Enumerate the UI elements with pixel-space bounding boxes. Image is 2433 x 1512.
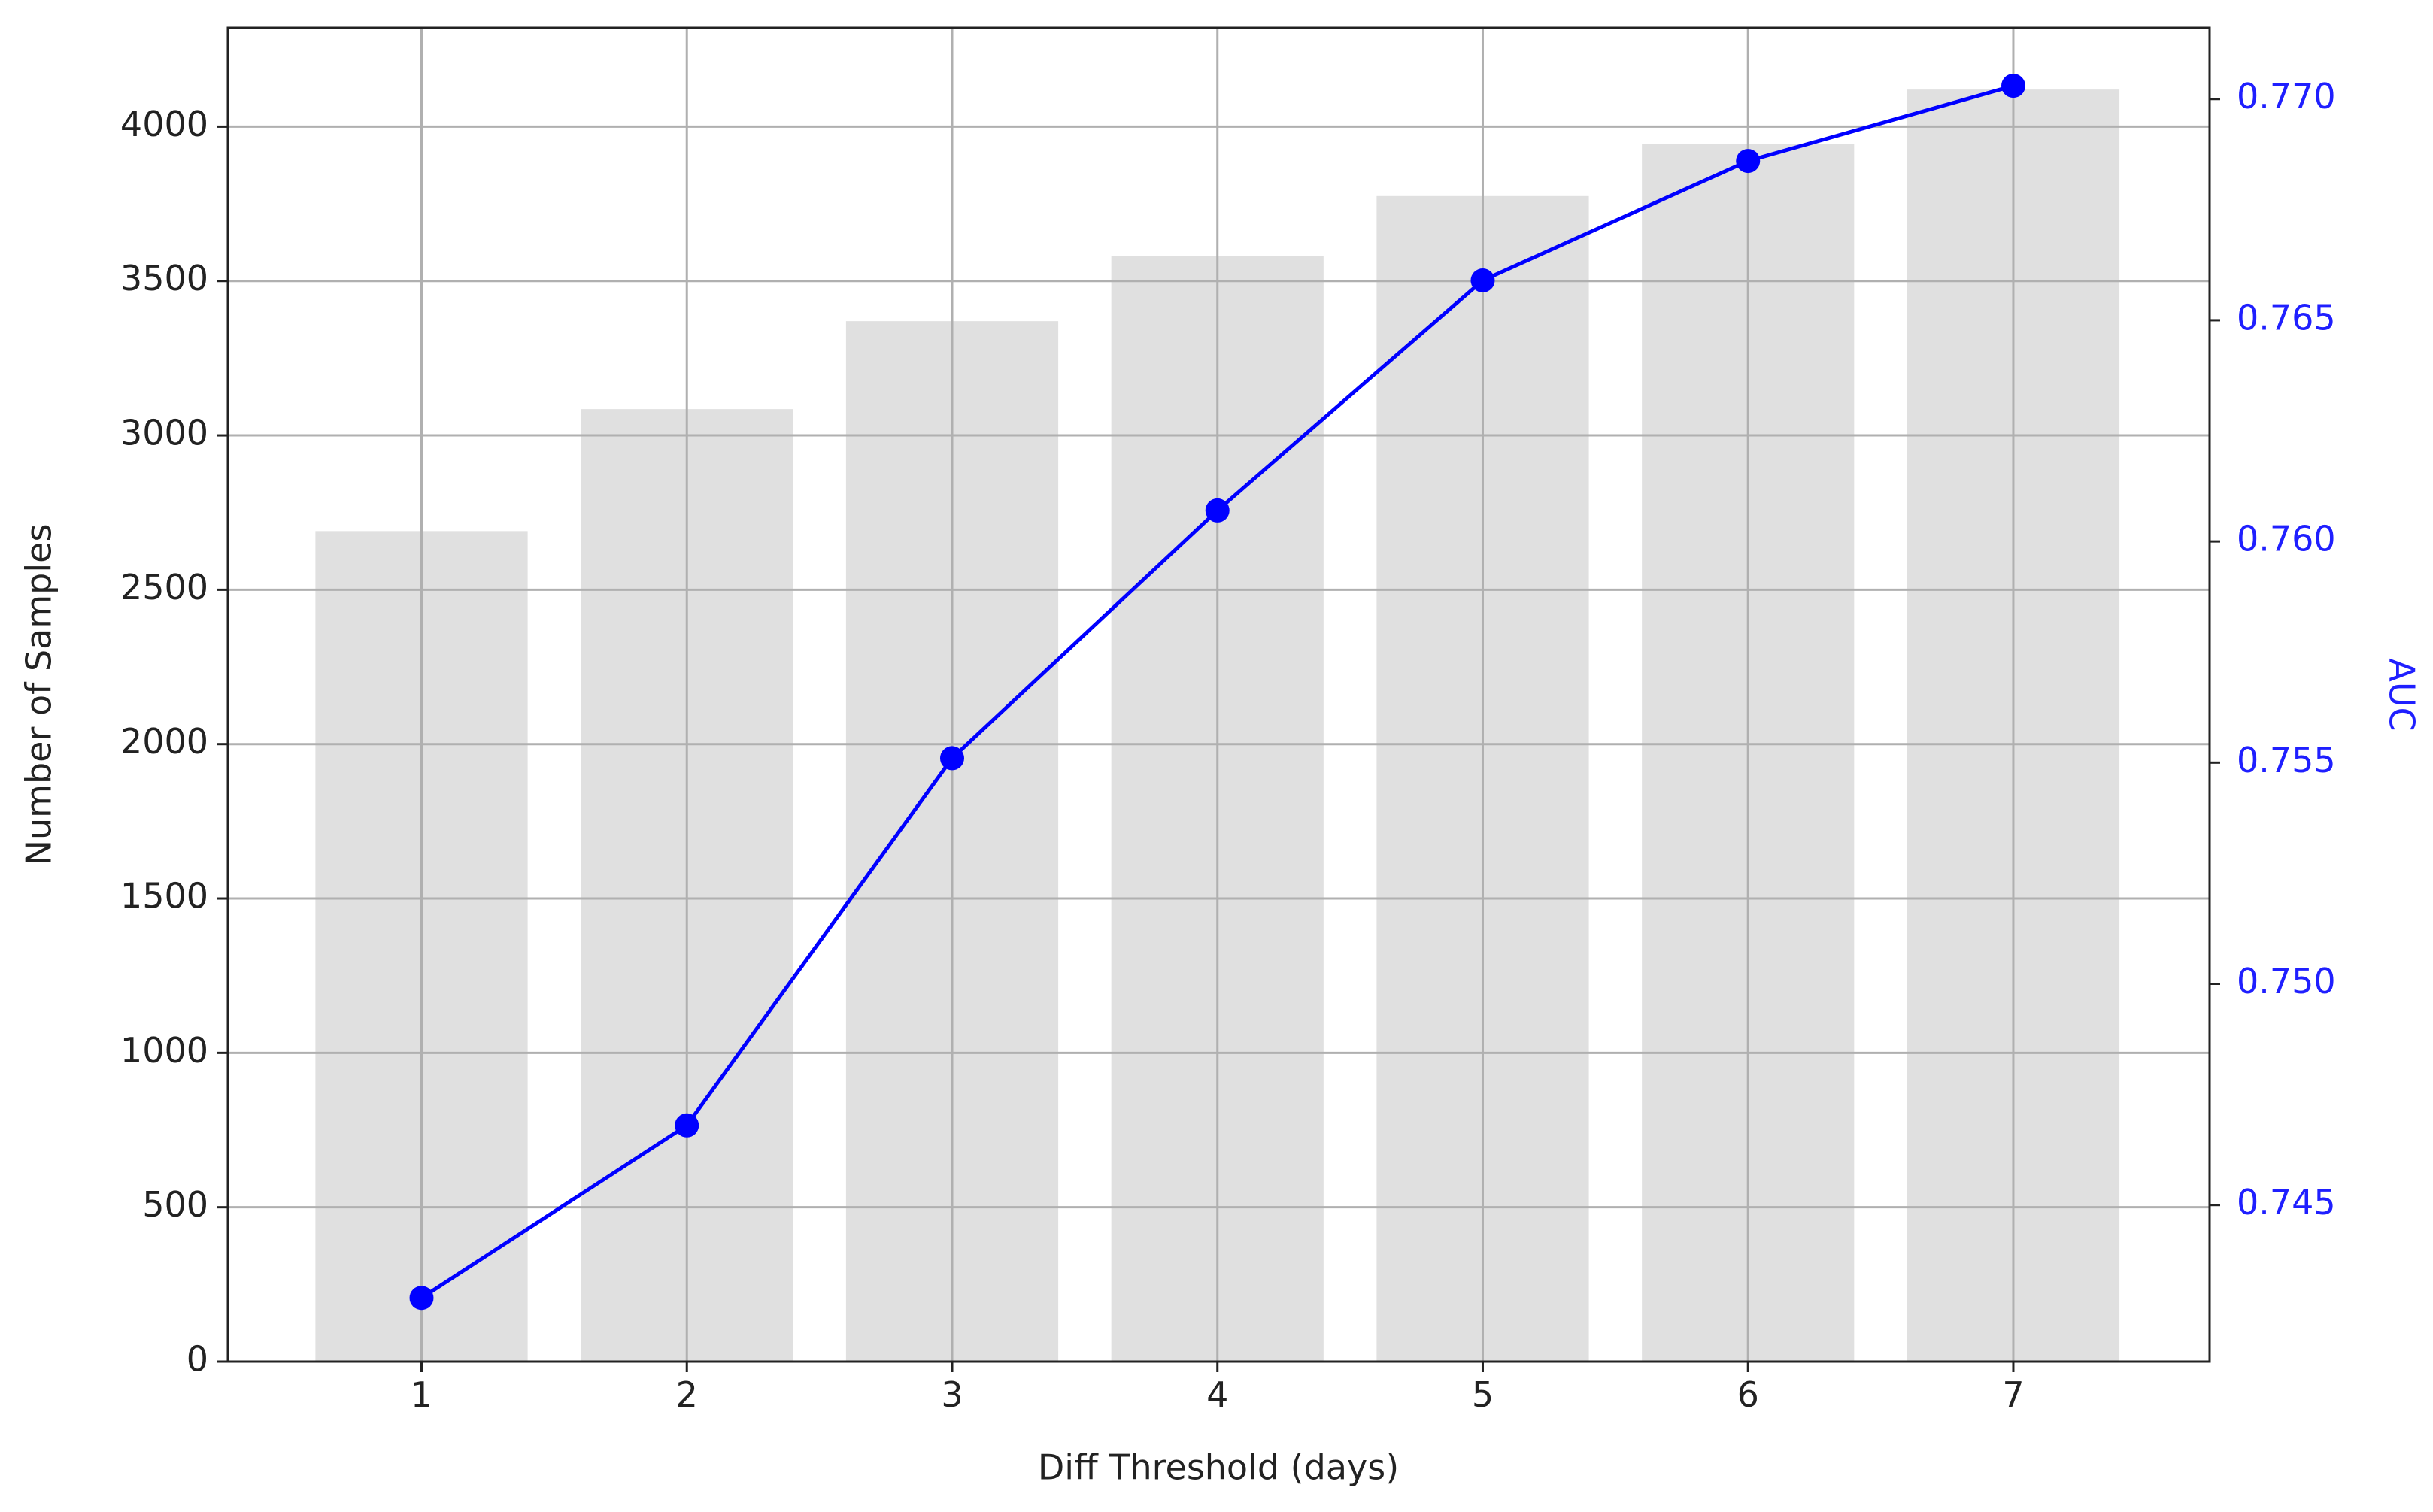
y-tick-label: 1500 <box>120 876 208 917</box>
y-tick-label: 500 <box>142 1184 208 1225</box>
marker <box>1736 149 1761 174</box>
x-tick-label: 2 <box>676 1374 698 1415</box>
y-tick-label: 3000 <box>120 413 208 453</box>
x-tick-label: 3 <box>941 1374 963 1415</box>
y2-axis-label: AUC <box>2382 658 2422 731</box>
marker <box>675 1113 699 1138</box>
y2-tick-label: 0.765 <box>2237 297 2336 338</box>
marker <box>2001 74 2025 98</box>
x-tick-label: 6 <box>1737 1374 1759 1415</box>
marker <box>1205 498 1230 523</box>
x-tick-label: 5 <box>1472 1374 1494 1415</box>
x-axis-label: Diff Threshold (days) <box>1038 1447 1399 1488</box>
y2-tick-label: 0.760 <box>2237 519 2336 559</box>
y-tick-label: 1000 <box>120 1030 208 1071</box>
y2-tick-label: 0.755 <box>2237 740 2336 780</box>
y2-tick-label: 0.745 <box>2237 1182 2336 1223</box>
y-tick-label: 2000 <box>120 721 208 762</box>
y-tick-label: 2500 <box>120 567 208 608</box>
y-axis-label: Number of Samples <box>19 524 59 866</box>
y-tick-label: 4000 <box>120 104 208 144</box>
marker <box>1470 268 1495 292</box>
x-tick-label: 4 <box>1206 1374 1228 1415</box>
x-tick-label: 1 <box>411 1374 432 1415</box>
marker <box>409 1286 434 1311</box>
y-tick-label: 0 <box>187 1339 208 1380</box>
x-tick-label: 7 <box>2002 1374 2024 1415</box>
y2-tick-label: 0.770 <box>2237 76 2336 117</box>
plot-frame <box>226 26 2211 1363</box>
y2-tick-label: 0.750 <box>2237 961 2336 1001</box>
marker <box>939 746 964 771</box>
y-tick-label: 3500 <box>120 258 208 298</box>
